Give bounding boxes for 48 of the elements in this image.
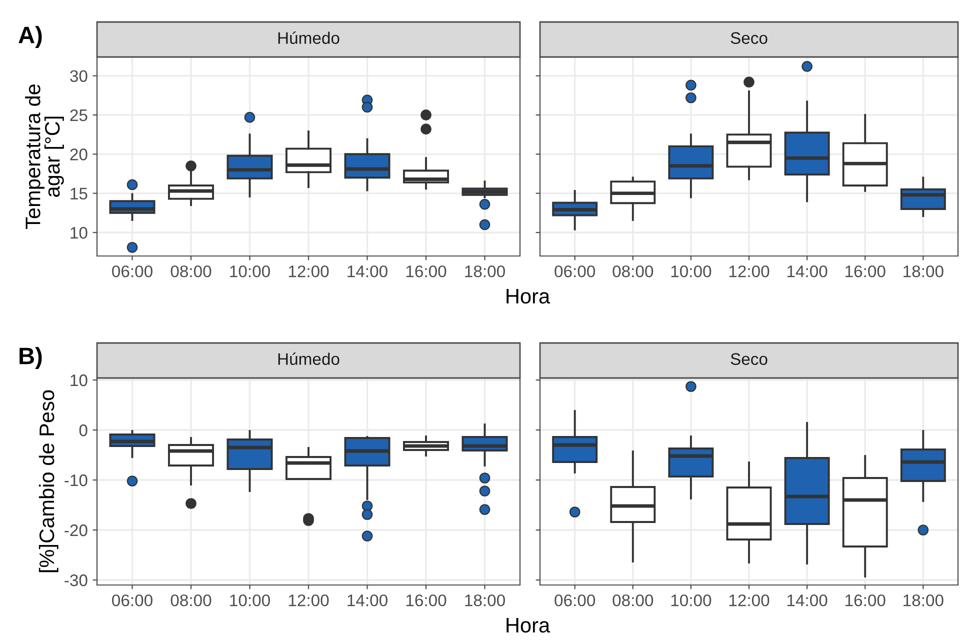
y-tick-label: 0: [79, 424, 88, 436]
x-tick-label: 06:00: [554, 594, 596, 606]
y-tick-label: -20: [64, 524, 88, 536]
x-tick-label: 18:00: [465, 265, 505, 278]
x-tick-label: 10:00: [230, 265, 270, 278]
x-tick-label: 16:00: [846, 265, 886, 278]
x-axis-title: Hora: [506, 289, 550, 304]
chart-title: Húmedo: [278, 352, 340, 365]
x-tick-label: 16:00: [406, 265, 446, 278]
text: A): [18, 26, 42, 48]
x-tick-label: 10:00: [671, 265, 712, 278]
y-tick-label: -10: [64, 474, 88, 486]
x-tick-label: 14:00: [348, 594, 388, 606]
x-tick-label: 08:00: [612, 594, 654, 606]
x-tick-label: 08:00: [170, 594, 212, 606]
x-tick-label: 10:00: [230, 594, 270, 606]
x-tick-label: 18:00: [904, 594, 944, 606]
y-tick-label: 25: [70, 109, 88, 122]
chart-title: Húmedo: [278, 32, 340, 44]
x-tick-label: 18:00: [465, 594, 505, 606]
x-tick-label: 12:00: [729, 594, 770, 606]
x-tick-label: 12:00: [288, 265, 329, 278]
y-tick-label: 20: [70, 148, 88, 160]
x-tick-label: 14:00: [348, 265, 388, 278]
text: B): [20, 346, 42, 370]
x-tick-label: 14:00: [787, 594, 828, 606]
x-tick-label: 12:00: [729, 265, 770, 278]
chart-title: Seco: [730, 353, 768, 365]
y-tick-label: 10: [70, 374, 88, 386]
x-tick-label: 10:00: [671, 594, 712, 606]
y-tick-label: 10: [70, 226, 88, 239]
x-tick-label: 08:00: [612, 265, 654, 278]
x-tick-label: 12:00: [288, 594, 329, 606]
x-tick-label: 16:00: [406, 594, 446, 606]
y-tick-label: -30: [64, 574, 88, 586]
y-axis-title: [%]Cambio de Peso: [38, 390, 58, 572]
x-tick-label: 06:00: [554, 265, 596, 278]
x-tick-label: 08:00: [170, 265, 212, 278]
x-tick-label: 14:00: [787, 265, 828, 278]
chart-title: Seco: [730, 32, 768, 44]
x-tick-label: 16:00: [846, 594, 886, 606]
y-tick-label: 15: [70, 188, 88, 200]
x-axis-title: Hora: [506, 618, 550, 633]
y-axis-title: Temperatura de agar [°C]: [25, 84, 64, 229]
x-tick-label: 06:00: [112, 594, 152, 606]
x-tick-label: 06:00: [112, 265, 152, 278]
y-tick-label: 30: [70, 70, 88, 82]
x-tick-label: 18:00: [904, 265, 944, 278]
